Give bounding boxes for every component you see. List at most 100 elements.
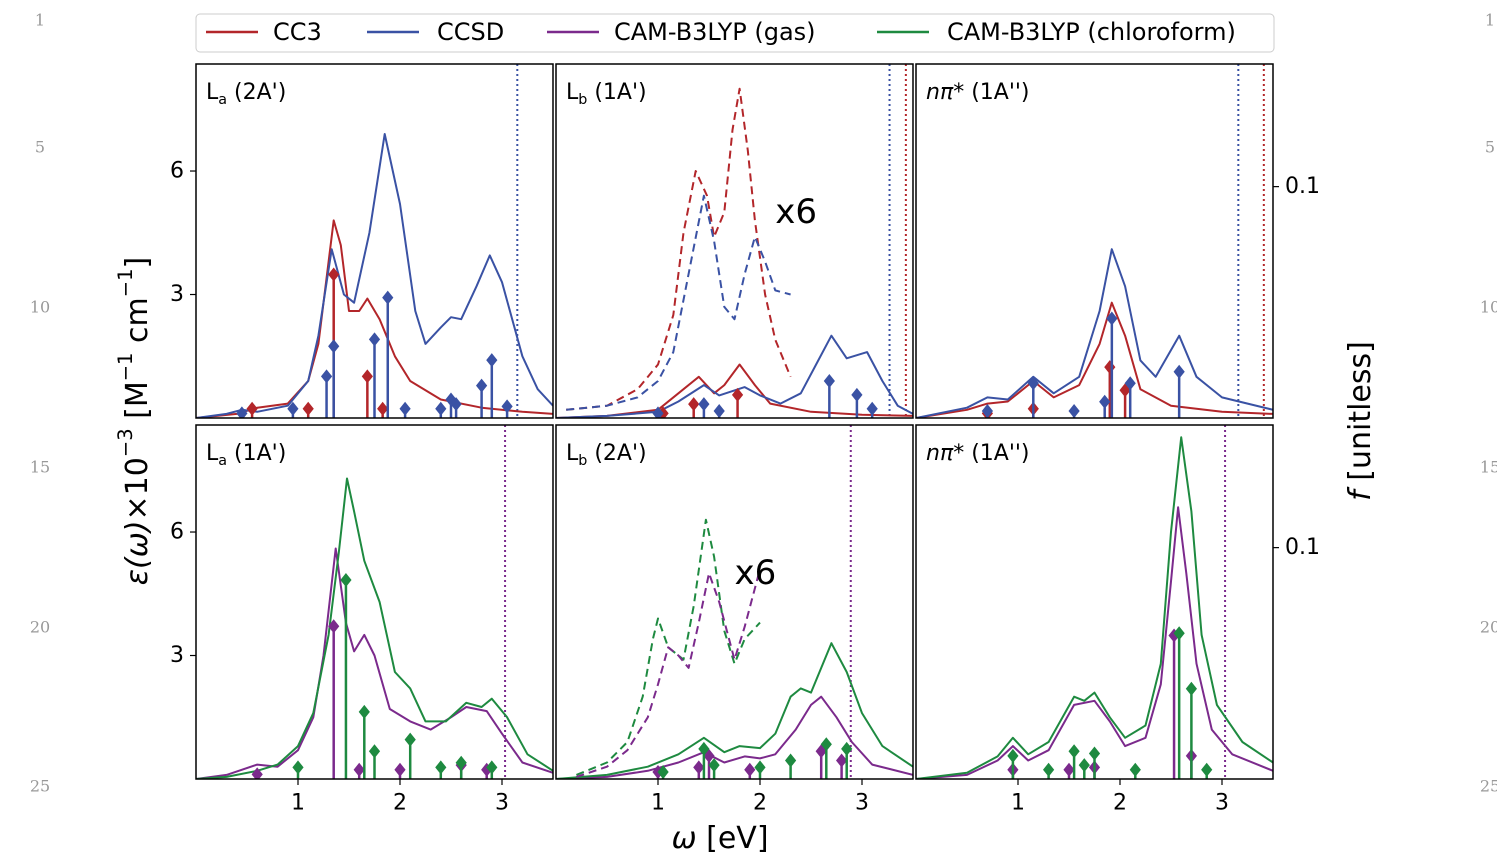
text-part: ε(ω)	[120, 520, 155, 585]
line-number: 15	[30, 458, 50, 477]
curve	[556, 334, 913, 418]
stick	[688, 397, 700, 418]
panel	[196, 64, 553, 418]
text-part: ω	[671, 821, 696, 856]
y-tick-label: 6	[170, 520, 184, 545]
y2-tick-label: 0.1	[1285, 535, 1320, 560]
stick	[744, 762, 756, 779]
panel	[196, 425, 553, 779]
line-number: 10	[1480, 298, 1497, 317]
text-part: (2A')	[587, 441, 646, 466]
curve	[916, 436, 1273, 779]
stick	[377, 401, 389, 418]
text-part: a	[218, 453, 227, 469]
x-tick-label: 1	[291, 791, 305, 816]
line-number: 5	[1485, 138, 1495, 157]
annotation: x6	[775, 192, 817, 232]
stick	[320, 369, 333, 418]
stick	[1042, 762, 1055, 779]
scaled-curve	[566, 87, 792, 411]
curve	[916, 506, 1273, 779]
line-number: 20	[1480, 618, 1497, 637]
panel-title: Lb (1A')	[566, 80, 647, 109]
text-part: L	[206, 80, 219, 105]
line-number: 25	[30, 777, 50, 796]
stick	[1068, 404, 1080, 418]
text-part: [eV]	[697, 821, 769, 856]
stick	[754, 760, 766, 779]
scaled-curve	[566, 194, 791, 411]
panel-frame	[915, 424, 1274, 780]
panel-frame	[915, 63, 1274, 419]
stick	[340, 573, 352, 779]
x-tick-label: 2	[1113, 791, 1127, 816]
legend-label: CC3	[273, 18, 322, 46]
stick	[698, 397, 710, 418]
stick	[866, 401, 878, 418]
stick	[251, 767, 263, 779]
legend-label: CAM-B3LYP (chloroform)	[947, 18, 1236, 46]
stick	[368, 744, 381, 779]
line-number: 20	[30, 618, 50, 637]
panel-title: La (1A')	[206, 441, 286, 470]
text-part: −1	[114, 353, 137, 382]
x-tick-label: 3	[495, 791, 509, 816]
line-number: 25	[1480, 777, 1497, 796]
stick	[486, 760, 498, 779]
text-part: ×10	[120, 457, 155, 520]
stick	[382, 290, 394, 418]
stick	[835, 753, 848, 779]
stick	[475, 378, 488, 418]
stick	[713, 404, 725, 418]
x-axis-label: ω [eV]	[671, 821, 768, 856]
text-part: nπ	[926, 80, 954, 105]
stick	[1007, 748, 1019, 779]
text-part: −1	[114, 269, 137, 298]
stick	[394, 762, 406, 779]
y-tick-label: 6	[170, 159, 184, 184]
curve	[556, 642, 913, 779]
text-part: L	[566, 80, 579, 105]
line-number: 10	[30, 298, 50, 317]
panel-title: La (2A')	[206, 80, 286, 109]
stick	[1088, 746, 1101, 779]
stick	[486, 353, 498, 418]
panel	[916, 64, 1273, 418]
stick	[368, 332, 381, 418]
text-part: L	[206, 441, 219, 466]
stick	[815, 744, 827, 779]
x-tick-label: 3	[1215, 791, 1229, 816]
stick	[328, 339, 340, 418]
curve	[196, 133, 553, 418]
stick	[1201, 762, 1213, 779]
curve	[196, 547, 553, 779]
text-part: (1A')	[587, 80, 646, 105]
curve	[916, 301, 1273, 418]
text-part: [unitless]	[1343, 341, 1378, 490]
curve	[196, 219, 553, 418]
stick	[1106, 311, 1118, 418]
stick	[353, 762, 365, 779]
stick	[657, 765, 669, 779]
x-tick-label: 1	[1011, 791, 1025, 816]
text-part: [M	[120, 381, 155, 428]
annotation: x6	[735, 553, 777, 593]
stick	[841, 741, 853, 779]
stick	[981, 404, 994, 418]
stick	[652, 406, 664, 418]
stick	[693, 760, 705, 779]
stick	[823, 373, 835, 418]
panel	[556, 425, 913, 779]
y-tick-label: 3	[170, 282, 184, 307]
stick	[1129, 762, 1141, 779]
line-number: 1	[1485, 11, 1495, 30]
text-part: −3	[114, 428, 137, 457]
stick	[698, 741, 710, 779]
panel	[556, 64, 913, 418]
stick	[236, 406, 248, 418]
line-number: 1	[35, 11, 45, 30]
panel-title: nπ* (1A'')	[926, 441, 1030, 466]
stick	[287, 401, 299, 418]
stick	[358, 704, 370, 779]
stick	[501, 399, 513, 418]
